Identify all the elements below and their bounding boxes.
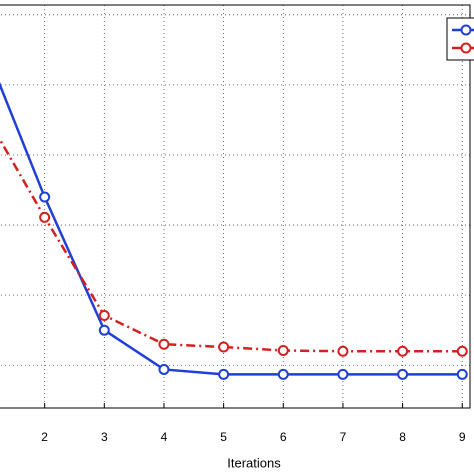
marker: [39, 211, 51, 223]
plot-frame: [0, 4, 471, 409]
x-axis-label: Iterations: [227, 455, 281, 470]
x-tick-label: 7: [340, 430, 347, 444]
marker: [39, 191, 51, 203]
series-line: [0, 81, 463, 376]
marker: [158, 338, 170, 350]
marker: [397, 345, 409, 357]
marker: [337, 368, 349, 380]
x-tick-label: 3: [101, 430, 108, 444]
marker: [277, 345, 289, 357]
marker: [456, 368, 468, 380]
x-tick-label: 9: [459, 430, 466, 444]
legend-box: [446, 17, 474, 61]
x-tick-label: 2: [41, 430, 48, 444]
marker: [98, 309, 110, 321]
legend-marker: [460, 42, 472, 54]
marker: [277, 368, 289, 380]
marker: [218, 368, 230, 380]
x-tick-label: 4: [161, 430, 168, 444]
x-tick-label: 5: [220, 430, 227, 444]
marker: [337, 345, 349, 357]
legend-marker: [460, 24, 472, 36]
marker: [456, 345, 468, 357]
marker: [218, 341, 230, 353]
x-tick-label: 6: [280, 430, 287, 444]
marker: [98, 324, 110, 336]
x-tick-label: 8: [399, 430, 406, 444]
marker: [397, 368, 409, 380]
series-line: [0, 137, 463, 353]
marker: [158, 363, 170, 375]
